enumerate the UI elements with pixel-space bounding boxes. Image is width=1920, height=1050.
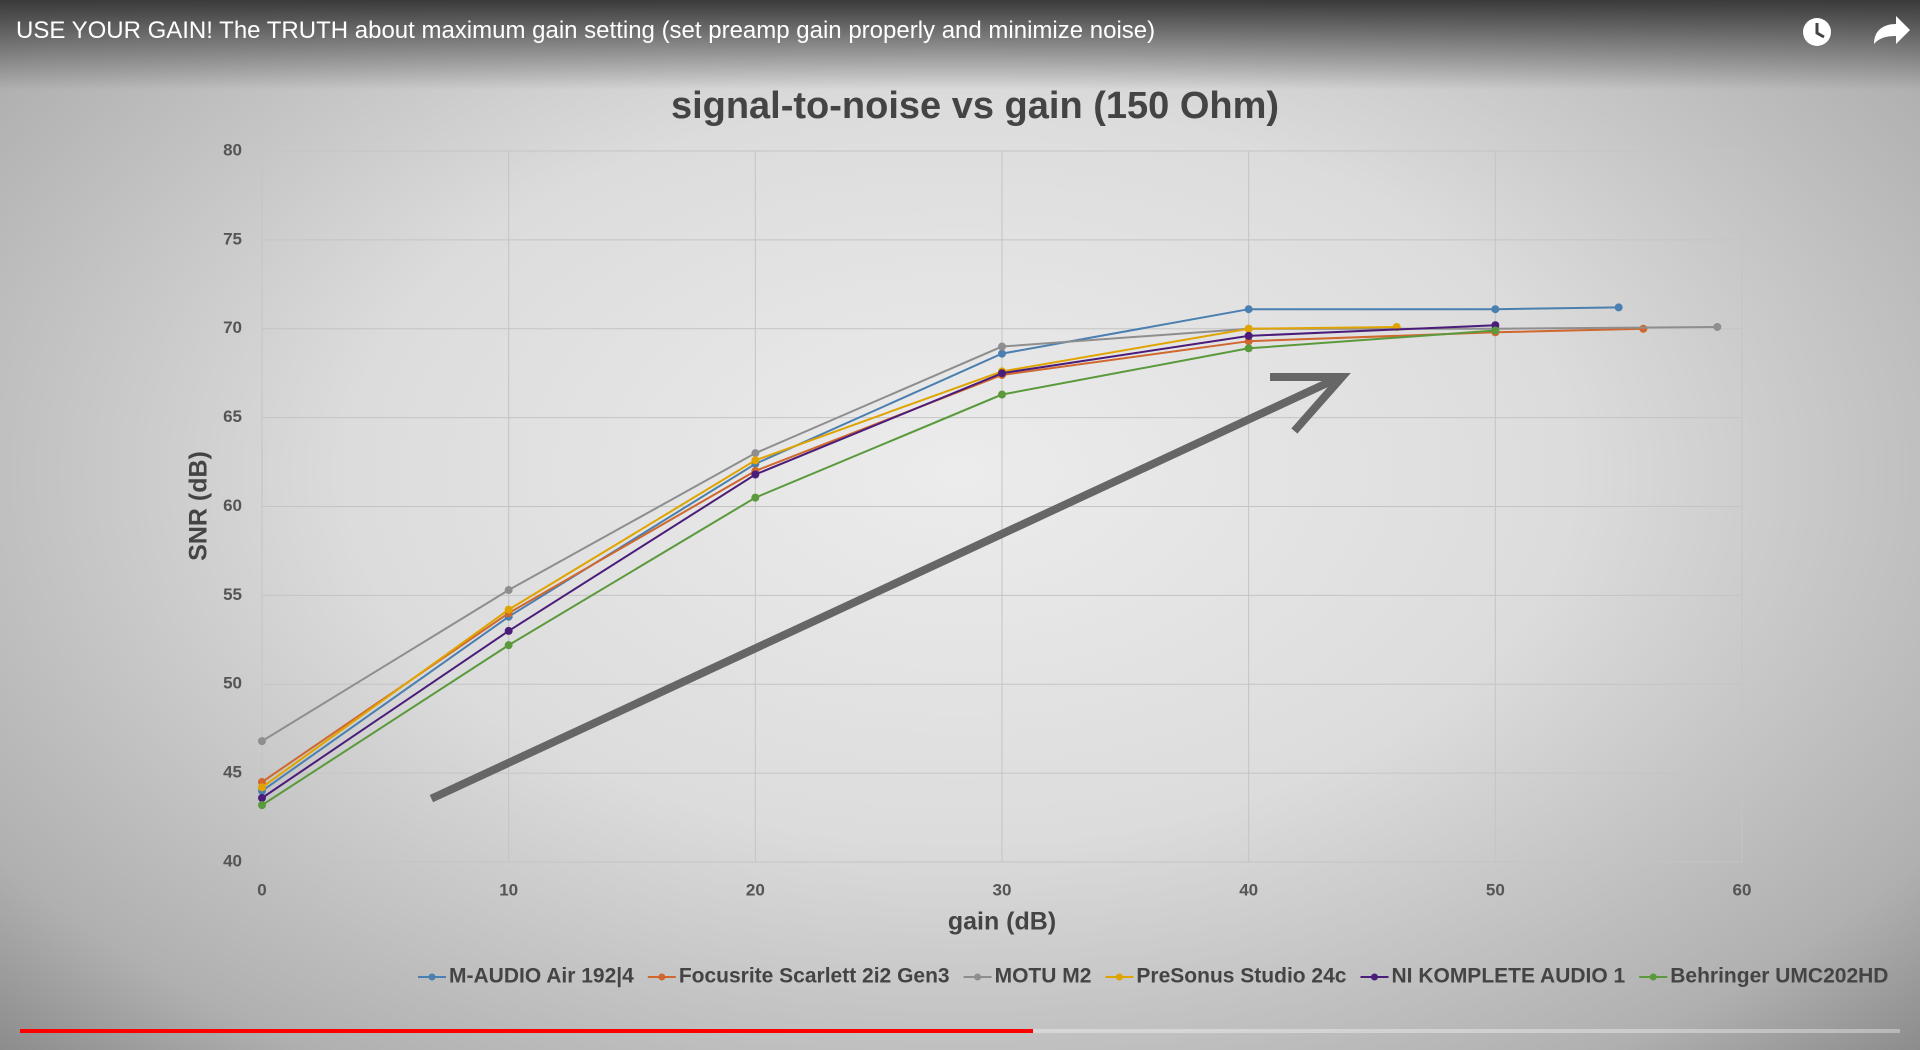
legend-label: PreSonus Studio 24c: [1136, 965, 1346, 988]
y-tick-label: 50: [223, 674, 242, 693]
x-axis-label: gain (dB): [948, 908, 1056, 936]
legend-label: MOTU M2: [995, 965, 1092, 988]
x-tick-label: 60: [1733, 880, 1752, 899]
series-line: [261, 306, 1619, 792]
data-point: [751, 470, 760, 479]
series-line: [261, 329, 1496, 806]
series-line: [261, 325, 1718, 742]
legend-label: NI KOMPLETE AUDIO 1: [1391, 965, 1625, 988]
y-tick-label: 45: [223, 763, 242, 782]
legend-item: M-AUDIO Air 192|4: [418, 965, 634, 988]
progress-bar[interactable]: [0, 1022, 1920, 1042]
legend-marker: [974, 973, 982, 981]
video-title[interactable]: USE YOUR GAIN! The TRUTH about maximum g…: [16, 17, 1156, 44]
legend-item: PreSonus Studio 24c: [1105, 965, 1347, 988]
data-point: [998, 390, 1006, 399]
data-point: [504, 586, 513, 595]
legend-item: NI KOMPLETE AUDIO 1: [1360, 965, 1626, 988]
series-line: [261, 325, 1397, 789]
series-line: [261, 324, 1496, 799]
y-tick-label: 40: [223, 851, 242, 870]
legend-item: Focusrite Scarlett 2i2 Gen3: [647, 965, 950, 988]
legend-item: Behringer UMC202HD: [1639, 965, 1888, 988]
legend-item: MOTU M2: [963, 965, 1092, 988]
legend-marker: [1649, 973, 1657, 981]
data-point: [504, 605, 513, 614]
data-point: [1244, 331, 1253, 340]
y-tick-label: 60: [223, 496, 242, 515]
legend-marker: [1115, 973, 1123, 981]
y-tick-label: 70: [223, 318, 242, 337]
share-icon[interactable]: [1874, 16, 1910, 44]
data-point: [1491, 326, 1500, 335]
y-tick-label: 75: [223, 229, 242, 248]
x-tick-label: 0: [257, 880, 266, 899]
annotation-arrow: [429, 372, 1351, 803]
chart-title: signal-to-noise vs gain (150 Ohm): [671, 85, 1279, 127]
data-point: [1639, 324, 1648, 333]
legend-marker: [658, 973, 666, 981]
data-point: [1244, 305, 1253, 314]
y-tick-label: 65: [223, 407, 242, 426]
data-point: [258, 783, 266, 792]
x-tick-label: 50: [1486, 880, 1505, 899]
progress-played: [20, 1029, 1033, 1033]
legend-label: Behringer UMC202HD: [1670, 965, 1888, 988]
legend-label: Focusrite Scarlett 2i2 Gen3: [679, 965, 950, 988]
x-tick-label: 10: [499, 880, 518, 899]
data-point: [751, 493, 760, 502]
data-point: [998, 369, 1006, 378]
data-point: [504, 626, 513, 635]
y-axis-label: SNR (dB): [185, 451, 213, 561]
legend-marker: [1370, 973, 1378, 981]
x-tick-label: 30: [993, 880, 1012, 899]
watch-later-icon[interactable]: [1803, 18, 1831, 46]
data-point: [1244, 324, 1253, 333]
data-point: [258, 737, 266, 746]
x-tick-label: 20: [746, 880, 765, 899]
top-icons: [1803, 16, 1910, 46]
data-point: [1244, 344, 1253, 353]
data-point: [258, 794, 266, 803]
legend-marker: [428, 973, 436, 981]
data-point: [504, 641, 513, 650]
y-tick-label: 80: [223, 140, 242, 159]
x-tick-label: 40: [1239, 880, 1258, 899]
data-point: [998, 349, 1006, 358]
top-bar: USE YOUR GAIN! The TRUTH about maximum g…: [0, 0, 1920, 90]
data-point: [1491, 305, 1500, 314]
legend-label: M-AUDIO Air 192|4: [449, 965, 634, 988]
data-point: [258, 801, 266, 810]
y-tick-label: 55: [223, 585, 242, 604]
data-point: [751, 456, 760, 465]
data-point: [1713, 322, 1722, 331]
data-point: [1614, 303, 1623, 312]
data-point: [751, 449, 760, 458]
data-point: [998, 342, 1006, 351]
